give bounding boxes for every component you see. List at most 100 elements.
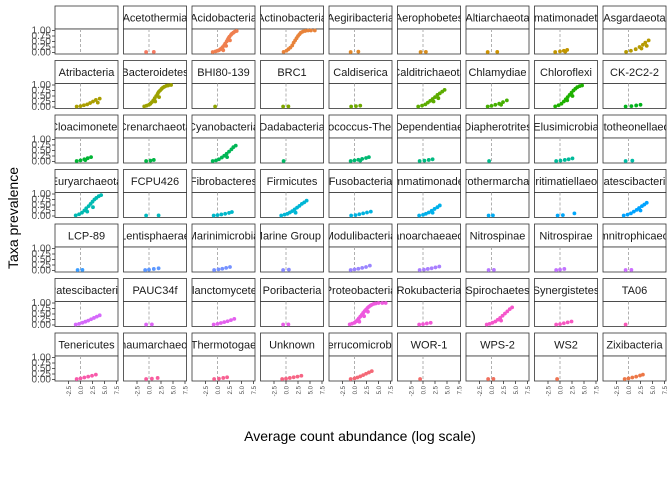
facet-label: Lentisphaerae (120, 231, 190, 243)
y-axis-title: Taxa prevalence (5, 167, 21, 269)
data-point (431, 157, 435, 161)
facet-label: CK-2C2-2 (610, 67, 659, 79)
data-point (77, 322, 81, 326)
data-point (573, 211, 577, 215)
facet-panel: Actinobacteria (257, 6, 328, 54)
facet-panel-border (466, 84, 529, 109)
facet-panel-border (261, 84, 324, 109)
data-point (487, 268, 491, 272)
facet-panel-border (603, 302, 666, 327)
data-point (287, 104, 291, 108)
facet-panel: Marinimicrobia (188, 224, 260, 272)
x-tick-label: 2.5 (297, 385, 303, 394)
x-tick-label: -2.5 (273, 385, 279, 396)
facet-panel: FCPU426 (124, 170, 187, 218)
data-point (623, 377, 627, 381)
facet-panel-border (535, 84, 598, 109)
facet-label: Poribacteria (263, 285, 323, 297)
data-point (624, 105, 628, 109)
y-tick-label: 1.00 (32, 298, 52, 309)
data-point (510, 306, 514, 310)
data-point (426, 267, 430, 271)
facet-strip (55, 6, 118, 29)
data-point (566, 320, 570, 324)
facet-label: Tenericutes (58, 340, 115, 352)
facet-label: Entotheonellaeota (590, 122, 672, 134)
data-point (486, 50, 490, 54)
facet-panel: Nitrospirae (535, 224, 598, 272)
data-point (639, 103, 643, 107)
facet-panel: BHI80-139 (192, 61, 255, 109)
facet-panel: Diapherotrites (463, 115, 532, 163)
facet-panel: Poribacteria (261, 279, 324, 327)
facet-label: Unknown (269, 340, 315, 352)
facet-panel-border (603, 138, 666, 163)
y-tick-label: 1.00 (32, 80, 52, 91)
facet-label: Synergistetes (533, 285, 600, 297)
facet-label: WOR-1 (411, 340, 448, 352)
facet-label: Marinimicrobia (188, 231, 260, 243)
data-point (626, 213, 630, 217)
facet-label: Verrucomicrobia (321, 340, 401, 352)
data-point (212, 214, 216, 218)
data-point (82, 103, 86, 107)
facet-panel: Aegiribacteria (327, 6, 395, 54)
x-axis-title: Average count abundance (log scale) (244, 428, 476, 444)
data-point (150, 377, 154, 381)
x-tick-label: 7.5 (184, 385, 190, 394)
data-point (224, 266, 228, 270)
data-point (624, 159, 628, 163)
facet-label: WPS-2 (480, 340, 515, 352)
data-point (436, 96, 440, 100)
data-point (287, 322, 291, 326)
y-tick-label: 1.00 (32, 189, 52, 200)
data-point (505, 99, 509, 103)
facet-panel: Calditrichaeota (392, 61, 466, 109)
x-tick-label: 2.5 (434, 385, 440, 394)
facet-panel-border (55, 193, 118, 218)
data-point (150, 322, 154, 326)
x-tick-label: 0.0 (285, 385, 291, 394)
facet-label: Nanoarchaeaeota (385, 231, 473, 243)
facet-panel-border (124, 302, 187, 327)
data-point (98, 313, 102, 317)
data-point (492, 377, 496, 381)
x-tick-label: 2.5 (91, 385, 97, 394)
data-point (419, 50, 423, 54)
data-point (571, 157, 575, 161)
x-tick-label: -2.5 (341, 385, 347, 396)
facet-label: Nitrospinae (470, 231, 526, 243)
data-point (420, 104, 424, 108)
data-point (429, 321, 433, 325)
facet-panel-border (192, 84, 255, 109)
data-point (499, 319, 503, 323)
data-point (299, 374, 303, 378)
data-point (417, 214, 421, 218)
facet-panel: Entotheonellaeota (590, 115, 672, 163)
data-point (213, 105, 217, 109)
data-point (288, 376, 292, 380)
data-point (152, 267, 156, 271)
x-tick-label: 7.5 (526, 385, 532, 394)
data-point (294, 211, 298, 215)
x-tick-label: 2.5 (571, 385, 577, 394)
data-point (562, 321, 566, 325)
data-point (281, 323, 285, 327)
data-point (486, 105, 490, 109)
data-point (85, 210, 89, 214)
data-point (74, 213, 78, 217)
data-point (157, 95, 161, 99)
facet-label: Latescibacteria (598, 176, 672, 188)
data-point (212, 323, 216, 327)
facet-label: Asgardaeota (603, 13, 666, 25)
data-point (554, 159, 558, 163)
facet-panel: Acetothermia (123, 6, 189, 54)
data-point (349, 377, 353, 381)
facet-label: LCP-89 (68, 231, 105, 243)
facet-panel: Synergistetes (533, 279, 600, 327)
